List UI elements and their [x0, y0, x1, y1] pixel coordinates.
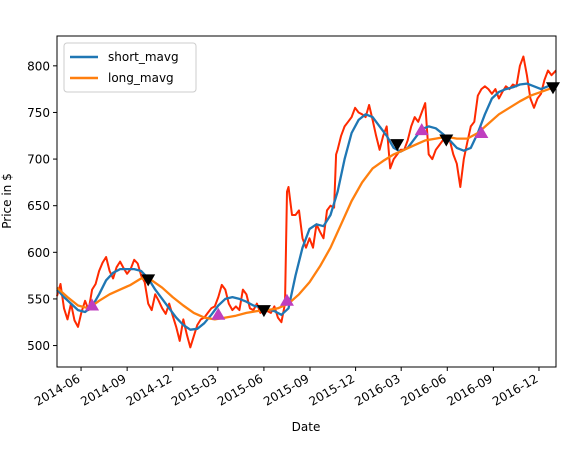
y-axis: 500 550 600 650 700 750 800 — [27, 59, 57, 353]
short-mavg-line — [56, 82, 557, 331]
sell-signal-marker — [256, 305, 271, 318]
sell-signal-marker — [439, 134, 454, 147]
plot-area — [56, 55, 560, 349]
price-line — [56, 55, 557, 349]
sell-signal-marker — [390, 139, 405, 152]
axes-frame — [56, 35, 557, 368]
sell-signal-marker — [141, 274, 156, 287]
legend-label-long-mavg: long_mavg — [108, 71, 174, 85]
y-tick-label: 550 — [27, 292, 50, 306]
x-axis-label: Date — [292, 420, 321, 434]
y-tick-label: 500 — [27, 339, 50, 353]
legend-box — [63, 42, 197, 93]
y-tick-label: 600 — [27, 246, 50, 260]
y-tick-label: 750 — [27, 106, 50, 120]
legend-label-short-mavg: short_mavg — [108, 50, 179, 64]
y-tick-label: 650 — [27, 199, 50, 213]
y-tick-label: 800 — [27, 59, 50, 73]
buy-signal-marker — [211, 307, 226, 320]
legend: short_mavg long_mavg — [63, 42, 197, 93]
buy-signal-marker — [414, 123, 429, 136]
buy-signal-marker — [474, 125, 489, 138]
y-axis-label: Price in $ — [0, 173, 14, 228]
buy-signal-marker — [279, 293, 294, 306]
buy-signal-marker — [85, 298, 100, 311]
y-tick-label: 700 — [27, 153, 50, 167]
